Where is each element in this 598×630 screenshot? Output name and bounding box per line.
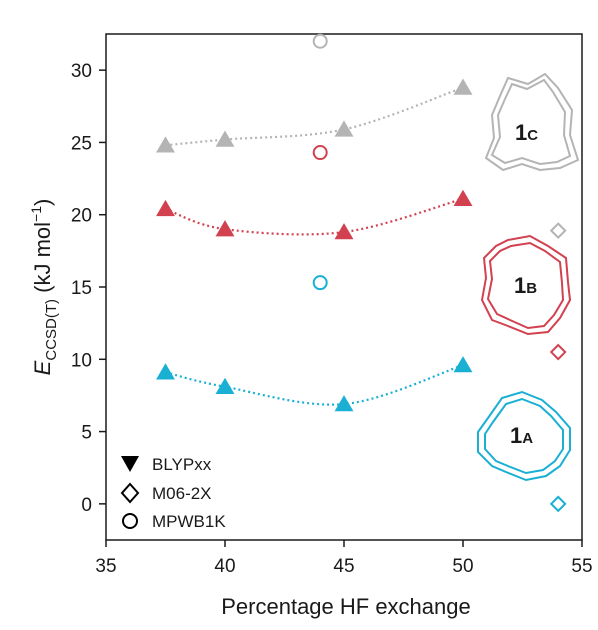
ticks: 35 40 45 50 55 0 5 10 15 20 25 30 bbox=[71, 61, 593, 577]
legend-label-blypxx: BLYPxx bbox=[152, 455, 212, 474]
y-tick-label: 25 bbox=[71, 133, 92, 154]
x-tick-label: 55 bbox=[571, 556, 592, 577]
blyp-point-1b-0 bbox=[156, 199, 175, 217]
molecule-1c-structure bbox=[484, 72, 580, 172]
mpwb1k-point-1c bbox=[312, 33, 328, 49]
y-tick-label: 30 bbox=[71, 61, 92, 82]
fit-curve-1b bbox=[165, 197, 464, 236]
molecule-label-1b: 1B bbox=[514, 273, 537, 298]
y-tick-label: 10 bbox=[71, 350, 92, 371]
fit-curve-1a bbox=[165, 364, 464, 406]
x-tick-label: 50 bbox=[452, 556, 473, 577]
legend: BLYPxx M06-2X MPWB1K bbox=[120, 455, 226, 531]
y-tick-label: 5 bbox=[81, 423, 92, 444]
fit-curves bbox=[165, 86, 464, 406]
blyp-point-1c-3 bbox=[453, 78, 473, 95]
m062x-point-1a bbox=[549, 495, 567, 513]
blyp-point-1b-1 bbox=[215, 220, 235, 237]
molecule-labels: 1C 1B 1A bbox=[510, 120, 538, 448]
fit-curve-1c bbox=[165, 86, 464, 147]
legend-label-m06-2x: M06-2X bbox=[152, 484, 212, 503]
m062x-point-1c bbox=[549, 222, 567, 240]
legend-circle-marker bbox=[122, 513, 138, 529]
molecule-label-1c: 1C bbox=[515, 120, 538, 145]
molecule-1b-structure bbox=[480, 234, 572, 336]
blyp-point-1c-2 bbox=[334, 120, 354, 137]
legend-diamond-marker bbox=[120, 482, 140, 504]
x-tick-label: 35 bbox=[95, 556, 116, 577]
blyp-point-1b-3 bbox=[453, 189, 473, 207]
molecule-1a-structure bbox=[477, 390, 571, 482]
y-tick-label: 15 bbox=[71, 278, 92, 299]
legend-label-mpwb1k: MPWB1K bbox=[152, 512, 226, 531]
blyp-point-1c-1 bbox=[215, 130, 235, 147]
blyp-point-1a-1 bbox=[215, 377, 235, 394]
y-tick-label: 20 bbox=[71, 206, 92, 227]
mpwb1k-point-1b bbox=[312, 145, 328, 161]
y-tick-label: 0 bbox=[81, 495, 92, 516]
data-marks bbox=[156, 33, 567, 513]
mpwb1k-point-1a bbox=[312, 275, 328, 291]
y-axis-label: ECCSD(T) (kJ mol−1) bbox=[28, 199, 60, 376]
blyp-point-1a-3 bbox=[453, 356, 473, 373]
blyp-point-1c-0 bbox=[156, 136, 175, 153]
m062x-point-1b bbox=[549, 343, 567, 361]
x-tick-label: 45 bbox=[333, 556, 354, 577]
x-axis-label: Percentage HF exchange bbox=[221, 594, 471, 619]
x-tick-label: 40 bbox=[214, 556, 235, 577]
blyp-point-1a-2 bbox=[334, 395, 354, 412]
legend-triangle-marker bbox=[121, 456, 139, 472]
blyp-point-1a-0 bbox=[156, 363, 175, 380]
molecule-label-1a: 1A bbox=[510, 423, 533, 448]
blyp-point-1b-2 bbox=[334, 223, 354, 240]
